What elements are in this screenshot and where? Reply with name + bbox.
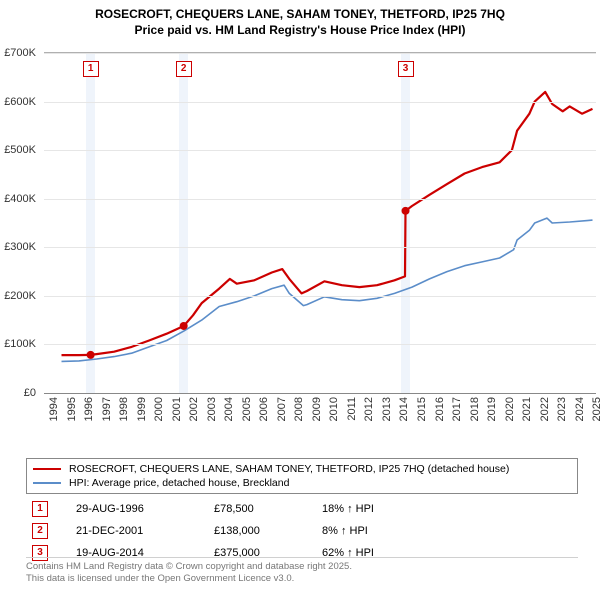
sale-vs-hpi: 8% ↑ HPI — [322, 525, 432, 537]
chart-title: ROSECROFT, CHEQUERS LANE, SAHAM TONEY, T… — [0, 0, 600, 38]
sale-index: 2 — [32, 523, 48, 539]
footer-attribution: Contains HM Land Registry data © Crown c… — [26, 557, 578, 585]
y-axis-label: £700K — [0, 47, 36, 59]
x-axis-label: 2015 — [416, 397, 428, 427]
x-axis-label: 2001 — [171, 397, 183, 427]
title-line-2: Price paid vs. HM Land Registry's House … — [0, 22, 600, 38]
y-axis-label: £400K — [0, 193, 36, 205]
x-axis-label: 2000 — [153, 397, 165, 427]
chart-container: ROSECROFT, CHEQUERS LANE, SAHAM TONEY, T… — [0, 0, 600, 590]
x-axis-label: 1998 — [118, 397, 130, 427]
x-axis-label: 1999 — [136, 397, 148, 427]
footer-line-1: Contains HM Land Registry data © Crown c… — [26, 561, 578, 573]
gridline — [44, 344, 596, 345]
sale-date: 21-DEC-2001 — [76, 525, 186, 537]
chart-area: £0£100K£200K£300K£400K£500K£600K£700K199… — [44, 52, 596, 422]
sale-row: 2 21-DEC-2001 £138,000 8% ↑ HPI — [26, 520, 578, 542]
x-axis-label: 2025 — [591, 397, 600, 427]
x-axis-label: 2004 — [223, 397, 235, 427]
legend-swatch — [33, 468, 61, 470]
x-axis-label: 2022 — [539, 397, 551, 427]
x-axis-label: 2019 — [486, 397, 498, 427]
hpi-line — [62, 218, 593, 361]
legend-item: HPI: Average price, detached house, Brec… — [33, 476, 571, 490]
gridline — [44, 150, 596, 151]
y-axis-label: £200K — [0, 290, 36, 302]
title-line-1: ROSECROFT, CHEQUERS LANE, SAHAM TONEY, T… — [0, 6, 600, 22]
sale-price: £78,500 — [214, 503, 294, 515]
x-axis-label: 2018 — [469, 397, 481, 427]
x-axis-label: 1997 — [101, 397, 113, 427]
plot-region: £0£100K£200K£300K£400K£500K£600K£700K199… — [44, 52, 596, 394]
x-axis-label: 2014 — [398, 397, 410, 427]
x-axis-label: 2012 — [363, 397, 375, 427]
y-axis-label: £600K — [0, 96, 36, 108]
x-axis-label: 2003 — [206, 397, 218, 427]
legend-item: ROSECROFT, CHEQUERS LANE, SAHAM TONEY, T… — [33, 462, 571, 476]
x-axis-label: 2010 — [328, 397, 340, 427]
x-axis-label: 2016 — [434, 397, 446, 427]
sale-point — [87, 351, 95, 359]
gridline — [44, 199, 596, 200]
x-axis-label: 2002 — [188, 397, 200, 427]
x-axis-label: 2009 — [311, 397, 323, 427]
gridline — [44, 53, 596, 54]
footer-line-2: This data is licensed under the Open Gov… — [26, 573, 578, 585]
sale-index: 1 — [32, 501, 48, 517]
y-axis-label: £100K — [0, 338, 36, 350]
sale-vs-hpi: 18% ↑ HPI — [322, 503, 432, 515]
y-axis-label: £300K — [0, 241, 36, 253]
x-axis-label: 1996 — [83, 397, 95, 427]
sale-point — [402, 207, 410, 215]
x-axis-label: 1995 — [66, 397, 78, 427]
x-axis-label: 2006 — [258, 397, 270, 427]
sale-price: £138,000 — [214, 525, 294, 537]
x-axis-label: 2013 — [381, 397, 393, 427]
property-line — [62, 92, 593, 355]
legend-label: ROSECROFT, CHEQUERS LANE, SAHAM TONEY, T… — [69, 463, 509, 475]
x-axis-label: 2023 — [556, 397, 568, 427]
sales-table: 1 29-AUG-1996 £78,500 18% ↑ HPI 2 21-DEC-2001… — [26, 498, 578, 564]
y-axis-label: £0 — [0, 387, 36, 399]
x-axis-label: 2020 — [504, 397, 516, 427]
x-axis-label: 2011 — [346, 397, 358, 427]
gridline — [44, 296, 596, 297]
event-marker: 3 — [398, 61, 414, 77]
legend-swatch — [33, 482, 61, 484]
line-layer — [44, 53, 596, 393]
x-axis-label: 2008 — [293, 397, 305, 427]
legend-label: HPI: Average price, detached house, Brec… — [69, 477, 289, 489]
x-axis-label: 2024 — [574, 397, 586, 427]
y-axis-label: £500K — [0, 144, 36, 156]
event-marker: 1 — [83, 61, 99, 77]
event-marker: 2 — [176, 61, 192, 77]
sale-date: 29-AUG-1996 — [76, 503, 186, 515]
gridline — [44, 102, 596, 103]
x-axis-label: 2007 — [276, 397, 288, 427]
x-axis-label: 2005 — [241, 397, 253, 427]
sale-point — [180, 322, 188, 330]
sale-row: 1 29-AUG-1996 £78,500 18% ↑ HPI — [26, 498, 578, 520]
x-axis-label: 2021 — [521, 397, 533, 427]
x-axis-label: 1994 — [48, 397, 60, 427]
legend: ROSECROFT, CHEQUERS LANE, SAHAM TONEY, T… — [26, 458, 578, 494]
x-axis-label: 2017 — [451, 397, 463, 427]
gridline — [44, 247, 596, 248]
